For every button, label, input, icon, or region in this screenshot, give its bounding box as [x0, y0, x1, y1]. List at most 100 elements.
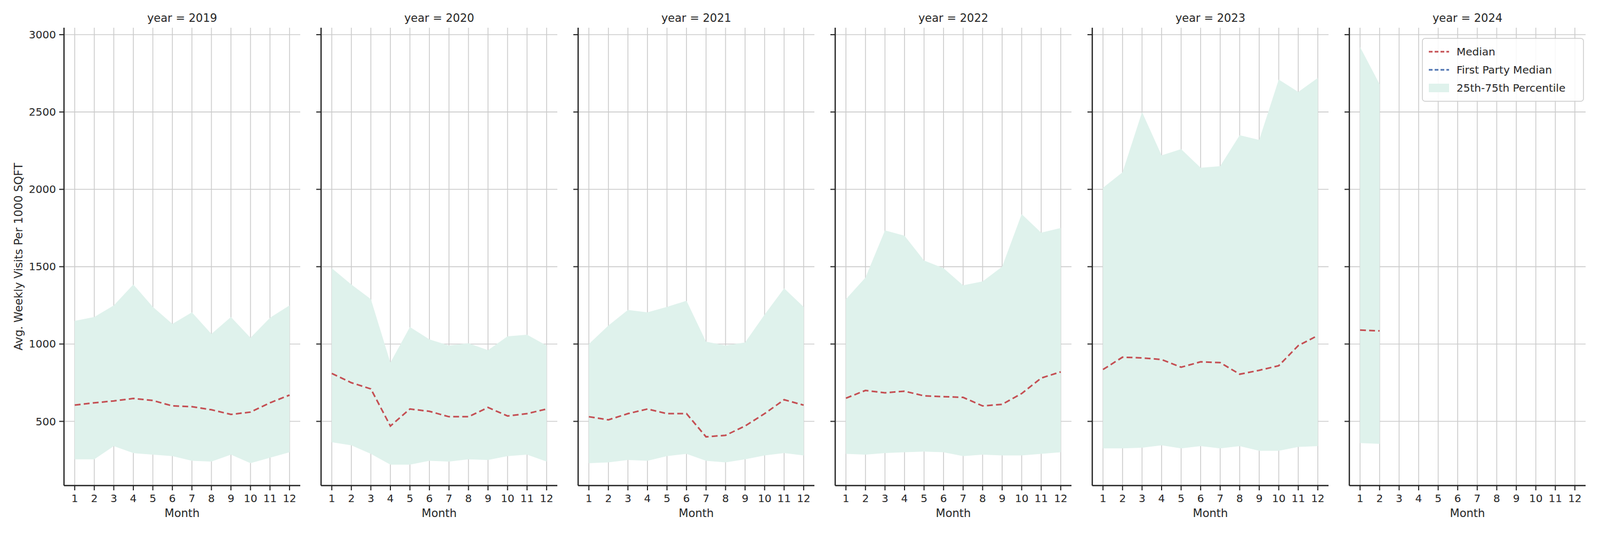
- percentile-band: [331, 268, 547, 466]
- x-tick: [409, 485, 411, 491]
- x-tick: [1554, 485, 1556, 491]
- percentile-band: [588, 288, 804, 464]
- y-tick: [573, 343, 579, 345]
- x-tick-label: 7: [1473, 492, 1481, 506]
- x-tick-label: 9: [227, 492, 235, 506]
- grid-line: [578, 111, 815, 113]
- grid-line: [1349, 421, 1586, 423]
- x-tick: [764, 485, 766, 491]
- median-line: [588, 400, 804, 438]
- y-tick-label: 2000: [28, 182, 56, 196]
- y-tick: [1344, 421, 1350, 423]
- legend: MedianFirst Party Median25th-75th Percen…: [1422, 38, 1584, 102]
- grid-line: [321, 266, 558, 268]
- x-tick-label: 6: [1197, 492, 1205, 506]
- x-tick-label: 8: [1236, 492, 1244, 506]
- x-tick: [526, 485, 528, 491]
- x-axis-line: [835, 485, 1072, 487]
- x-tick-label: 4: [901, 492, 909, 506]
- x-tick: [74, 485, 76, 491]
- y-tick: [1087, 111, 1093, 113]
- y-tick: [573, 111, 579, 113]
- legend-swatch: [1428, 83, 1450, 93]
- x-tick-label: 3: [1395, 492, 1403, 506]
- y-tick: [573, 421, 579, 423]
- data-group: [1102, 77, 1318, 451]
- x-tick: [1238, 485, 1240, 491]
- y-tick: [830, 266, 836, 268]
- x-tick: [1021, 485, 1023, 491]
- x-tick-label: 11: [1291, 492, 1306, 506]
- x-tick-label: 5: [149, 492, 157, 506]
- x-tick-label: 1: [1099, 492, 1107, 506]
- grid-line: [1349, 34, 1586, 36]
- y-axis-line: [320, 27, 322, 486]
- x-tick-label: 6: [1454, 492, 1462, 506]
- x-tick: [152, 485, 154, 491]
- x-tick: [608, 485, 610, 491]
- grid-line: [321, 34, 558, 36]
- panel: 123456789101112year = 2023Month: [1087, 11, 1329, 520]
- grid-line: [64, 34, 301, 36]
- y-axis-line: [63, 27, 65, 486]
- x-tick-label: 10: [1272, 492, 1286, 506]
- x-tick-label: 8: [722, 492, 730, 506]
- x-tick-label: 3: [1138, 492, 1146, 506]
- y-tick: [316, 266, 322, 268]
- grid-line: [1092, 34, 1329, 36]
- y-tick-label: 2500: [28, 105, 56, 119]
- data-group: [1360, 46, 1380, 444]
- x-tick: [1102, 485, 1104, 491]
- x-tick-label: 7: [959, 492, 967, 506]
- x-tick: [132, 485, 134, 491]
- y-tick: [1344, 266, 1350, 268]
- legend-swatch: [1428, 51, 1450, 53]
- x-axis-label: Month: [678, 507, 715, 520]
- x-axis-line: [1092, 485, 1329, 487]
- legend-label: 25th-75th Percentile: [1456, 81, 1566, 95]
- x-tick: [705, 485, 707, 491]
- panel-title: year = 2020: [404, 11, 475, 25]
- y-axis-line: [1091, 27, 1093, 486]
- x-tick-label: 1: [328, 492, 336, 506]
- x-tick-label: 2: [347, 492, 355, 506]
- x-tick: [1574, 485, 1576, 491]
- y-tick-label: 1500: [28, 260, 56, 274]
- x-tick-label: 10: [1529, 492, 1543, 506]
- y-tick: [830, 343, 836, 345]
- y-tick: [573, 188, 579, 190]
- x-tick-label: 3: [110, 492, 118, 506]
- panel-title: year = 2024: [1432, 11, 1503, 25]
- x-tick-label: 9: [1513, 492, 1520, 506]
- y-tick: [59, 421, 64, 423]
- x-tick: [588, 485, 590, 491]
- y-tick: [573, 34, 579, 36]
- percentile-band: [1360, 46, 1380, 444]
- x-tick-label: 5: [1177, 492, 1185, 506]
- x-tick-label: 5: [920, 492, 928, 506]
- x-tick: [1141, 485, 1143, 491]
- grid-line: [835, 34, 1072, 36]
- x-tick: [627, 485, 629, 491]
- grid-line: [1349, 111, 1586, 113]
- x-axis-line: [64, 485, 301, 487]
- x-axis-line: [578, 485, 815, 487]
- x-tick: [1219, 485, 1221, 491]
- x-tick: [113, 485, 115, 491]
- panel-title: year = 2023: [1175, 11, 1246, 25]
- x-tick: [269, 485, 271, 491]
- x-tick-label: 3: [624, 492, 632, 506]
- x-tick-label: 6: [426, 492, 434, 506]
- x-tick: [783, 485, 785, 491]
- x-tick-label: 1: [585, 492, 593, 506]
- x-tick: [646, 485, 648, 491]
- x-tick: [724, 485, 726, 491]
- x-axis-label: Month: [936, 507, 972, 520]
- y-tick-label: 3000: [28, 28, 56, 42]
- x-tick-label: 11: [777, 492, 791, 506]
- y-axis-line: [834, 27, 836, 486]
- y-tick: [1344, 343, 1350, 345]
- grid-line: [64, 266, 301, 268]
- y-tick: [59, 343, 64, 345]
- y-axis-line: [577, 27, 579, 486]
